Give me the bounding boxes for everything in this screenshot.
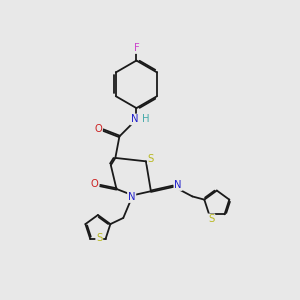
Text: H: H (142, 114, 150, 124)
Text: O: O (94, 124, 102, 134)
Text: S: S (96, 232, 102, 243)
Text: N: N (128, 192, 135, 202)
Text: S: S (208, 214, 214, 224)
Text: F: F (134, 43, 139, 53)
Text: N: N (131, 114, 138, 124)
Text: N: N (174, 180, 182, 190)
Text: O: O (91, 179, 98, 189)
Text: S: S (148, 154, 154, 164)
